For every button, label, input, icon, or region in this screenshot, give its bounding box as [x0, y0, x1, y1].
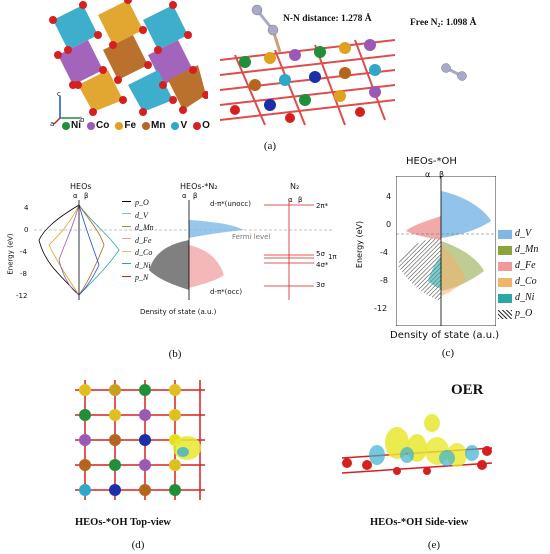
heos-n2-subtitle: HEOs-*N₂ — [180, 182, 218, 191]
legend-dni: d_Ni — [122, 259, 154, 272]
side-view-caption: HEOs-*OH Side-view — [370, 517, 469, 528]
orbital-3sigma-label: 3σ — [316, 281, 325, 289]
heos-subtitle: HEOs — [70, 182, 92, 191]
panel-c-ytick-m4: -4 — [380, 248, 388, 257]
panel-c-ytick-m8: -8 — [380, 276, 388, 285]
spin-beta-label-2: β — [193, 192, 198, 200]
legend-c-dv: d_V — [498, 226, 538, 242]
panel-a: c b a Ni Co Fe Mn V O N-N distance: 1.27… — [0, 0, 550, 160]
panel-b-ytick-4: 4 — [24, 204, 29, 212]
legend-dfe: d_Fe — [122, 234, 154, 247]
panel-c-xlabel: Density of state (a.u.) — [390, 330, 500, 341]
legend-pn: p_N — [122, 271, 154, 284]
legend-item-mn: Mn — [142, 120, 165, 131]
legend-item-fe: Fe — [115, 120, 136, 131]
legend-c-dco: d_Co — [498, 274, 538, 290]
panel-a-label: (a) — [263, 140, 277, 152]
panel-d: HEOs-*OH Top-view (d) — [0, 365, 275, 554]
legend-po: p_O — [122, 196, 154, 209]
panel-b-label: (b) — [168, 348, 182, 360]
n2-subtitle: N₂ — [290, 182, 300, 191]
panel-c-ytick-m12: -12 — [374, 304, 388, 313]
panel-c-title: HEOs-*OH — [406, 156, 457, 167]
spin-alpha-label-3: α — [288, 196, 293, 204]
legend-item-co: Co — [87, 120, 109, 131]
ni-atom-icon — [62, 121, 70, 130]
legend-dco: d_Co — [122, 246, 154, 259]
panel-b-dos-plot — [34, 200, 334, 300]
legend-c-dmn: d_Mn — [498, 242, 538, 258]
panel-b-xlabel: Density of state (a.u.) — [140, 308, 217, 316]
top-view-structure-image — [75, 380, 205, 500]
legend-dmn: d_Mn — [122, 221, 154, 234]
orbital-2pi-label: 2π* — [316, 202, 329, 210]
panel-c-dos-plot — [396, 176, 496, 326]
panel-b-ytick-0: 0 — [24, 226, 29, 234]
free-n2-molecule-icon — [441, 63, 467, 81]
axes-indicator — [53, 96, 80, 125]
mn-atom-icon — [142, 121, 151, 130]
unocc-label: d-π*(unocc) — [210, 200, 251, 208]
top-view-caption: HEOs-*OH Top-view — [75, 517, 171, 528]
side-view-structure-image — [341, 414, 493, 475]
fermi-level-label: Fermi level — [232, 233, 271, 241]
legend-item-o: O — [193, 120, 210, 131]
panel-e-label: (e) — [427, 539, 441, 551]
panel-e: OER HEOs-*OH Side-view (e) — [275, 365, 550, 554]
legend-c-dfe: d_Fe — [498, 258, 538, 274]
axis-b-label: b — [80, 116, 85, 124]
spin-beta-label-3: β — [298, 196, 303, 204]
panel-b-ylabel: Energy (eV) — [6, 233, 15, 275]
fe-atom-icon — [115, 121, 124, 130]
o-atom-icon — [193, 121, 202, 130]
panel-b-ytick-m8: -8 — [20, 270, 27, 278]
legend-c-dni: d_Ni — [498, 290, 538, 306]
panel-c: HEOs-*OH α β Energy (eV) 4 0 -4 -8 -12 d… — [350, 156, 550, 360]
panel-b-legend: p_O d_V d_Mn d_Fe d_Co d_Ni p_N — [122, 196, 154, 284]
axis-a-label: a — [50, 120, 55, 128]
legend-dv: d_V — [122, 209, 154, 222]
legend-c-po: p_O — [498, 306, 538, 322]
legend-item-ni: Ni — [62, 120, 81, 131]
panel-c-spin-beta: β — [439, 170, 445, 179]
orbital-5sigma-label: 5σ — [316, 250, 325, 258]
panel-b: HEOs HEOs-*N₂ N₂ α β α β α β Energy (eV)… — [0, 160, 345, 360]
v-atom-icon — [171, 121, 180, 130]
nn-distance-label: N-N distance: 1.278 Å — [283, 14, 372, 24]
element-legend: Ni Co Fe Mn V O — [62, 120, 210, 131]
orbital-4sigma-label: 4σ* — [316, 261, 329, 269]
panel-c-legend: d_V d_Mn d_Fe d_Co d_Ni p_O — [498, 226, 538, 322]
panel-b-ytick-m4: -4 — [20, 248, 27, 256]
panel-c-label: (c) — [441, 347, 455, 359]
panel-c-ytick-4: 4 — [386, 192, 392, 201]
crystal-structure-image — [38, 0, 208, 118]
panel-c-ytick-0: 0 — [386, 220, 392, 229]
co-atom-icon — [87, 121, 95, 130]
free-n2-label: Free N₂: 1.098 Å — [410, 18, 477, 28]
panel-c-ylabel: Energy (eV) — [355, 220, 365, 269]
orbital-1pi-label: 1π — [328, 253, 337, 261]
spin-alpha-label-2: α — [182, 192, 187, 200]
panel-c-spin-alpha: α — [425, 170, 431, 179]
oer-title: OER — [451, 382, 484, 398]
legend-item-v: V — [171, 120, 187, 131]
panel-b-ytick-m12: -12 — [16, 292, 28, 300]
occ-label: d-π*(occ) — [210, 288, 243, 296]
spin-beta-label-1: β — [84, 192, 89, 200]
spin-alpha-label-1: α — [73, 192, 78, 200]
n2-adsorption-surface-image — [219, 4, 396, 126]
panel-d-label: (d) — [131, 539, 145, 551]
axis-c-label: c — [57, 90, 61, 98]
